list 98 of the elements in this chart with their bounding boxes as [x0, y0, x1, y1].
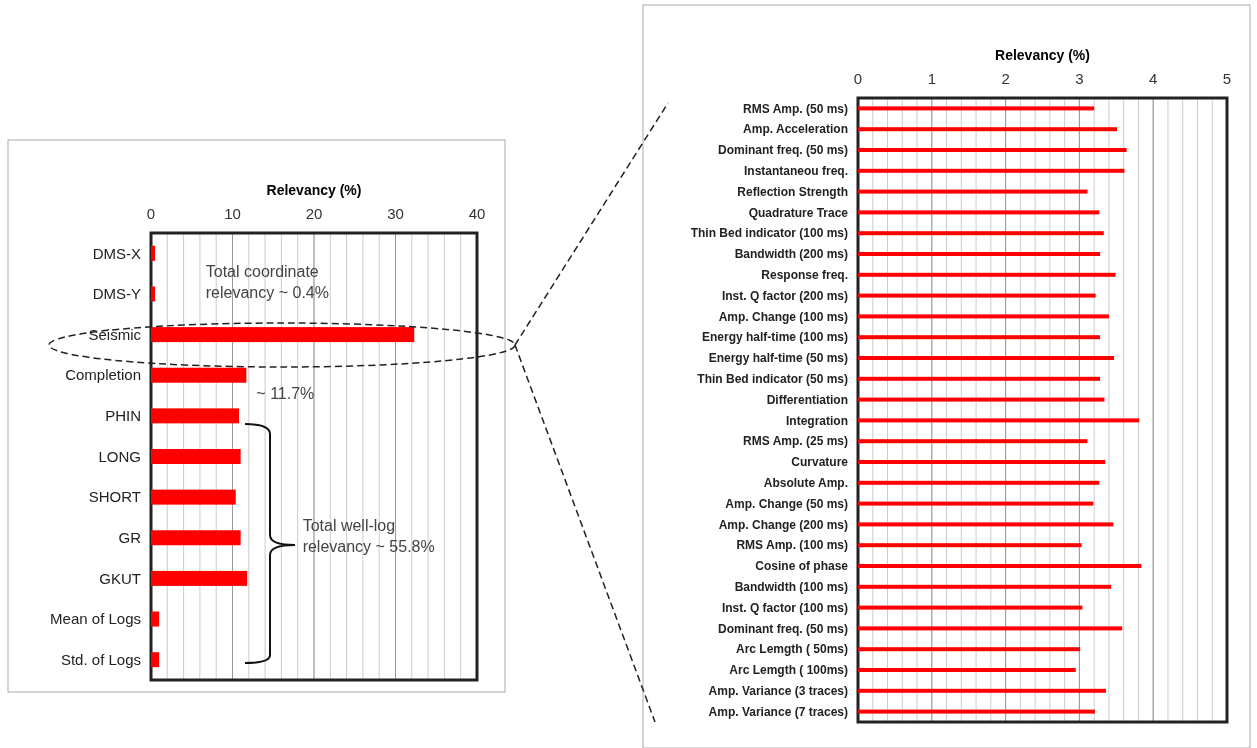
bar — [858, 189, 1088, 194]
bar — [858, 543, 1082, 548]
bar — [151, 530, 241, 546]
bar — [151, 286, 156, 302]
y-tick-label: Bandwidth (100 ms) — [734, 580, 848, 594]
bar — [858, 397, 1105, 402]
y-tick-label: Std. of Logs — [60, 650, 141, 668]
y-tick-label: Amp. Acceleration — [743, 122, 848, 137]
bar — [858, 418, 1140, 423]
y-tick-label: Amp. Change (50 ms) — [725, 496, 848, 511]
bar — [151, 489, 236, 505]
bar — [858, 668, 1076, 672]
x-tick-label: 10 — [224, 205, 241, 222]
y-tick-label: GKUT — [99, 569, 141, 587]
x-tick-label: 0 — [146, 205, 156, 222]
y-tick-label: RMS Amp. (100 ms) — [736, 538, 848, 553]
y-tick-label: Amp. Change (200 ms) — [718, 517, 848, 532]
bar — [858, 605, 1083, 610]
y-tick-label: Arc Lemgth ( 50ms) — [735, 642, 848, 657]
y-tick-label: Amp. Change (100 ms) — [718, 309, 848, 324]
bar — [858, 293, 1096, 298]
y-tick-label: Instantaneou freq. — [743, 164, 848, 178]
bar — [858, 564, 1142, 568]
bar — [858, 314, 1109, 319]
bar — [151, 611, 160, 627]
x-tick-label: 2 — [1001, 70, 1010, 87]
y-tick-label: Dominant freq. (50 ms) — [717, 143, 848, 158]
y-tick-label: SHORT — [88, 488, 141, 506]
y-tick-label: RMS Amp. (25 ms) — [743, 434, 848, 449]
bar — [858, 376, 1101, 381]
y-tick-label: Curvature — [791, 455, 849, 470]
bar — [858, 460, 1106, 464]
y-tick-label: Thin Bed indicator (100 ms) — [690, 226, 848, 241]
bar — [858, 439, 1088, 444]
bar — [858, 127, 1118, 132]
bar — [858, 210, 1100, 215]
bar — [858, 106, 1095, 111]
x-tick-label: 20 — [305, 205, 323, 222]
annotation: ~ 11.7% — [256, 385, 315, 403]
bar — [858, 626, 1123, 631]
y-tick-label: Inst. Q factor (100 ms) — [721, 600, 848, 615]
x-tick-label: 5 — [1222, 70, 1232, 87]
y-tick-label: Cosine of phase — [755, 559, 849, 574]
bar — [151, 367, 247, 383]
x-axis-title: Relevancy (%) — [995, 47, 1090, 63]
bar — [858, 647, 1081, 652]
bar — [858, 688, 1106, 693]
x-tick-label: 3 — [1075, 70, 1084, 87]
y-tick-label: Integration — [786, 413, 848, 428]
annotation: Total coordinate relevancy ~ 0.4% — [205, 263, 329, 301]
y-tick-label: Amp. Variance (7 traces) — [708, 704, 848, 719]
x-tick-label: 1 — [927, 70, 936, 87]
bar — [151, 408, 240, 424]
x-axis-title: Relevancy (%) — [266, 182, 362, 198]
bar — [858, 584, 1112, 589]
bar — [858, 168, 1125, 173]
bar — [858, 522, 1114, 527]
y-tick-label: DMS-X — [92, 244, 141, 262]
y-tick-label: Differentiation — [766, 392, 848, 407]
bar — [151, 652, 160, 668]
y-tick-label: Response freq. — [761, 268, 848, 282]
bar — [858, 356, 1115, 360]
x-tick-label: 4 — [1149, 70, 1158, 87]
y-tick-label: Dominant freq. (50 ms) — [717, 621, 848, 636]
y-tick-label: LONG — [98, 447, 141, 465]
y-tick-label: RMS Amp. (50 ms) — [743, 101, 848, 116]
y-tick-label: Quadrature Trace — [748, 205, 849, 220]
x-tick-label: 40 — [468, 205, 486, 222]
y-tick-label: Arc Lemgth ( 100ms) — [729, 663, 848, 678]
y-tick-label: Bandwidth (200 ms) — [734, 247, 848, 262]
y-tick-label: GR — [118, 529, 142, 547]
bar — [858, 231, 1104, 236]
bar — [858, 148, 1127, 152]
x-tick-label: 0 — [853, 70, 863, 87]
y-tick-label: PHIN — [105, 407, 141, 425]
x-tick-label: 30 — [387, 205, 404, 222]
y-tick-label: DMS-Y — [92, 285, 141, 303]
y-tick-label: Mean of Logs — [50, 610, 141, 628]
annotation: Total well-log relevancy ~ 55.8% — [302, 517, 435, 555]
y-tick-label: Inst. Q factor (200 ms) — [721, 288, 848, 303]
bar — [858, 501, 1094, 506]
bar — [151, 449, 241, 464]
y-tick-label: Reflection Strength — [737, 184, 848, 199]
y-tick-label: Energy half-time (50 ms) — [708, 351, 848, 366]
bar — [858, 272, 1116, 277]
y-tick-label: Thin Bed indicator (50 ms) — [697, 372, 848, 386]
y-tick-label: Completion — [65, 366, 141, 384]
bar — [858, 335, 1101, 340]
y-tick-label: Absolute Amp. — [763, 476, 848, 490]
y-tick-label: Amp. Variance (3 traces) — [708, 684, 848, 698]
bar — [858, 252, 1101, 256]
bar — [151, 327, 415, 343]
bar — [151, 245, 156, 261]
bar — [858, 709, 1095, 714]
y-tick-label: Seismic — [88, 325, 142, 343]
y-tick-label: Energy half-time (100 ms) — [701, 330, 848, 345]
bar — [151, 570, 248, 586]
bar — [858, 480, 1100, 485]
